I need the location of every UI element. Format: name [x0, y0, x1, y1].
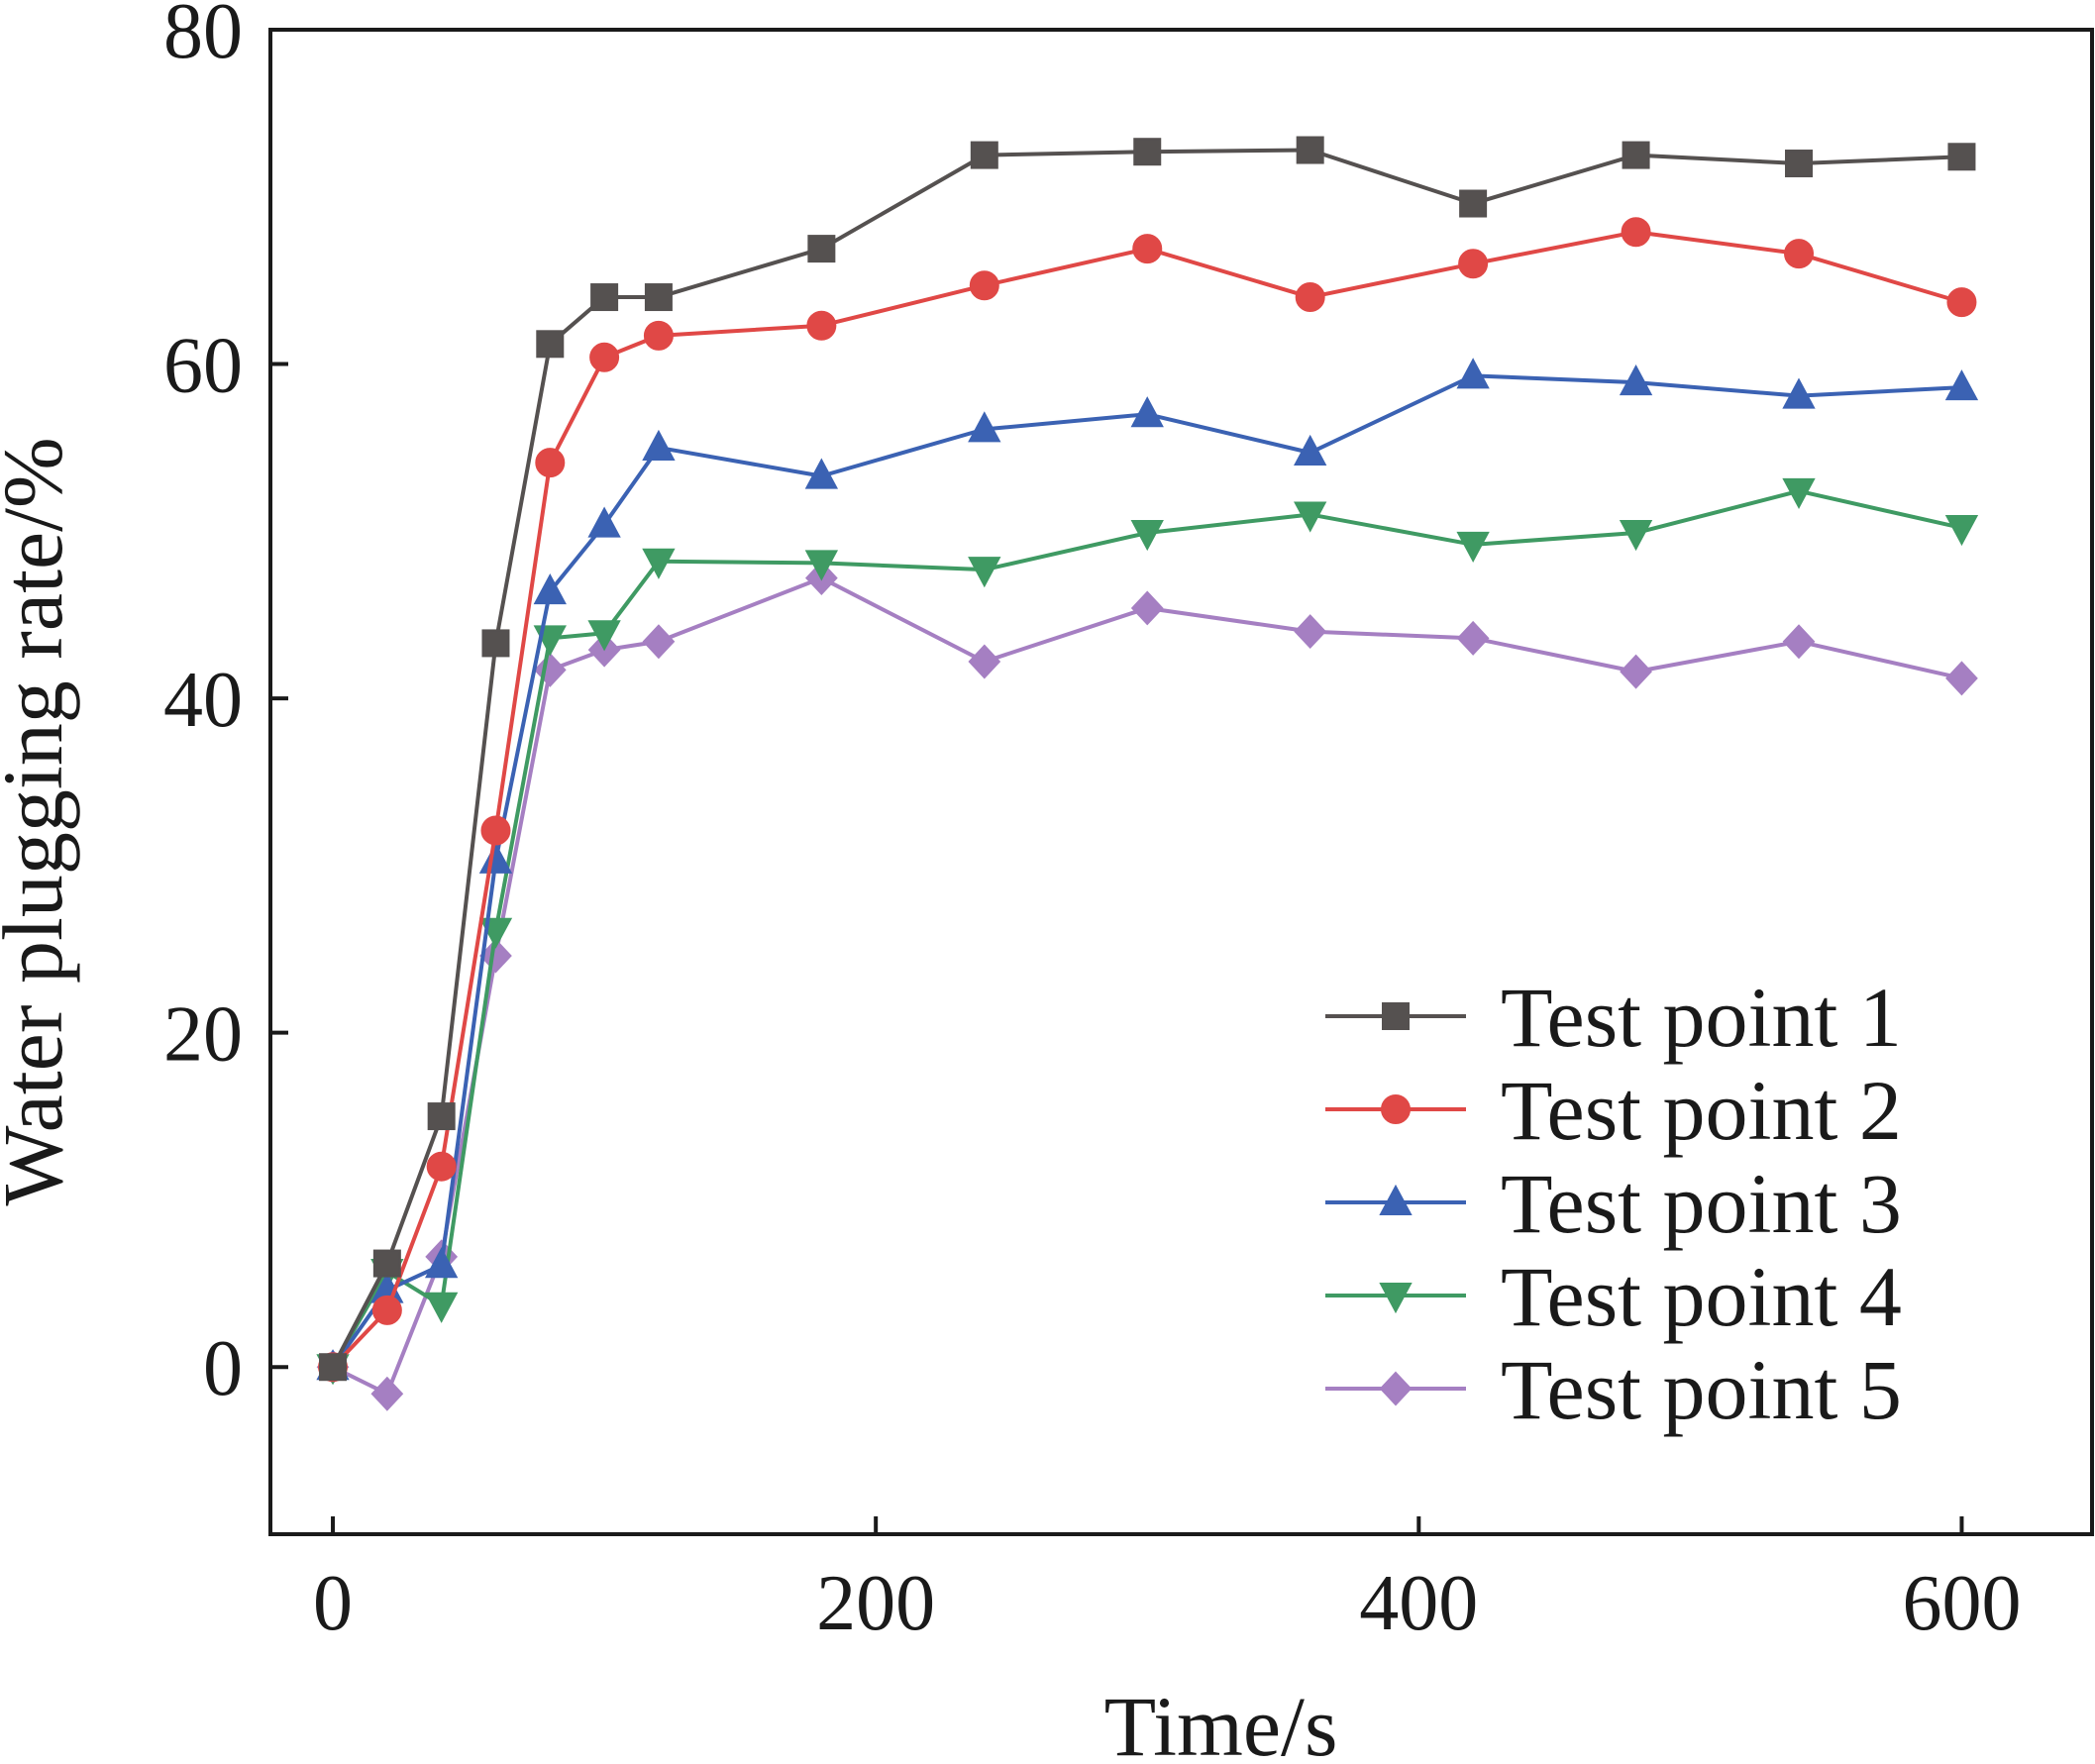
data-point — [642, 624, 676, 660]
y-tick-label: 0 — [203, 1325, 243, 1412]
legend-item: Test point 2 — [1325, 1063, 1902, 1158]
data-point — [533, 652, 567, 687]
data-point — [642, 429, 676, 461]
data-point — [535, 448, 566, 478]
data-point — [478, 842, 513, 874]
data-point — [807, 235, 836, 263]
data-point — [804, 458, 839, 489]
data-point — [1294, 434, 1327, 467]
legend-label: Test point 2 — [1501, 1063, 1902, 1158]
data-point — [1133, 138, 1162, 166]
legend-marker — [1382, 1002, 1410, 1030]
legend-label: Test point 5 — [1501, 1342, 1902, 1437]
data-point — [427, 1102, 456, 1131]
data-point — [426, 1151, 457, 1182]
data-point — [642, 548, 676, 579]
y-axis: 0 20 40 60 80 — [163, 0, 288, 1412]
data-point — [1782, 477, 1816, 509]
x-tick-label: 400 — [1359, 1560, 1478, 1647]
legend-label: Test point 4 — [1501, 1249, 1902, 1344]
data-point — [644, 283, 673, 312]
legend-marker — [1379, 1371, 1413, 1406]
legend-label: Test point 3 — [1501, 1156, 1902, 1251]
data-point — [536, 330, 565, 359]
series-layer — [316, 136, 1979, 1411]
data-point — [370, 1376, 404, 1411]
data-point — [1622, 141, 1650, 169]
data-point — [969, 270, 999, 301]
data-point — [968, 557, 1001, 588]
data-point — [1945, 661, 1978, 696]
x-tick-label: 0 — [313, 1560, 353, 1647]
data-point — [1782, 624, 1816, 660]
data-point — [970, 141, 998, 169]
data-point — [1944, 514, 1979, 547]
data-point — [480, 815, 511, 846]
x-axis-title: Time/s — [1104, 1679, 1338, 1764]
data-point — [587, 506, 621, 538]
data-point — [968, 411, 1001, 443]
legend-item: Test point 1 — [1325, 970, 1902, 1065]
data-point — [806, 310, 837, 341]
y-axis-title: Water plugging rate/% — [0, 437, 80, 1205]
series-test-point-1 — [319, 136, 1976, 1382]
y-tick-label: 80 — [163, 0, 243, 75]
data-point — [1944, 369, 1979, 401]
data-point — [479, 938, 512, 974]
data-point — [1946, 287, 1977, 318]
data-point — [589, 342, 620, 372]
series-test-point-4 — [316, 477, 1979, 1386]
data-point — [1132, 234, 1163, 264]
data-point — [1456, 620, 1490, 656]
data-point — [424, 1292, 459, 1323]
series-test-point-2 — [318, 217, 1977, 1383]
plot-frame — [268, 28, 2094, 1536]
data-point — [1456, 531, 1490, 563]
data-point — [1784, 239, 1815, 269]
data-point — [1782, 377, 1816, 409]
data-point — [533, 572, 567, 605]
x-tick-label: 600 — [1902, 1560, 2021, 1647]
data-point — [590, 283, 619, 312]
data-point — [1619, 520, 1653, 552]
legend-marker — [1379, 1184, 1413, 1215]
data-point — [1130, 520, 1164, 552]
legend-marker — [1379, 1283, 1413, 1314]
data-point — [1295, 282, 1325, 313]
data-point — [643, 320, 674, 351]
x-tick-label: 200 — [816, 1560, 935, 1647]
data-point — [587, 620, 621, 652]
data-point — [1458, 249, 1489, 279]
data-point — [1620, 654, 1652, 689]
data-point — [1294, 614, 1327, 650]
data-point — [1947, 143, 1976, 171]
data-point — [1459, 189, 1488, 218]
data-point — [968, 644, 1001, 679]
data-point — [481, 629, 510, 658]
y-tick-label: 20 — [163, 991, 243, 1079]
data-point — [371, 1295, 402, 1325]
data-point — [1294, 501, 1327, 533]
data-point — [1130, 590, 1164, 626]
y-tick-label: 60 — [163, 323, 243, 410]
data-point — [804, 550, 839, 581]
data-point — [1130, 396, 1164, 428]
data-point — [1785, 150, 1814, 178]
data-point — [1296, 136, 1324, 164]
y-tick-label: 40 — [163, 657, 243, 744]
data-point — [319, 1353, 348, 1382]
legend-item: Test point 4 — [1325, 1249, 1902, 1344]
legend-item: Test point 3 — [1325, 1156, 1902, 1251]
x-axis: 0 200 400 600 — [313, 1516, 2021, 1647]
legend-marker — [1381, 1094, 1411, 1124]
data-point — [1456, 358, 1490, 389]
data-point — [1621, 217, 1651, 248]
data-point — [1619, 364, 1653, 396]
legend-item: Test point 5 — [1325, 1342, 1902, 1437]
data-point — [424, 1247, 459, 1279]
data-point — [372, 1249, 401, 1278]
legend-label: Test point 1 — [1501, 970, 1902, 1065]
